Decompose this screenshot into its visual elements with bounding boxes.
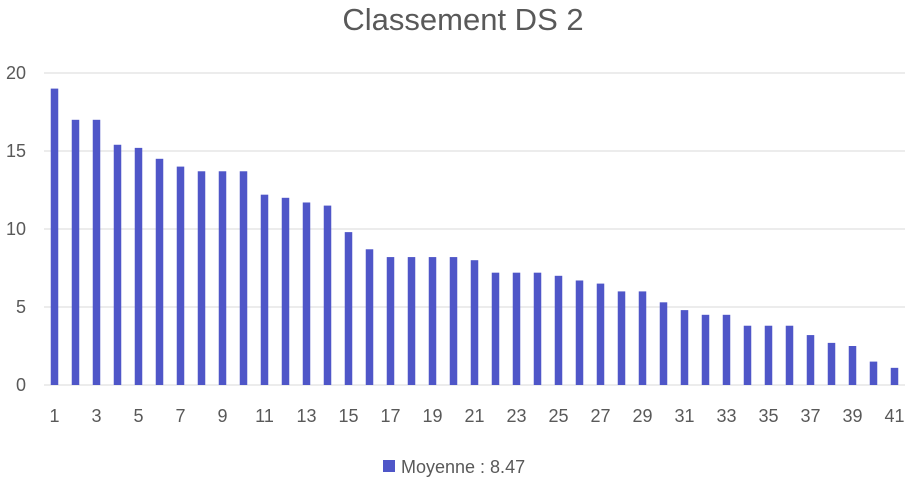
bar — [512, 272, 521, 385]
bar — [890, 367, 899, 385]
x-tick-label: 31 — [674, 406, 694, 426]
bar — [533, 272, 542, 385]
x-tick-label: 19 — [422, 406, 442, 426]
x-tick-label: 33 — [716, 406, 736, 426]
y-axis-ticks: 0 5 10 15 20 — [6, 63, 26, 395]
bar — [386, 257, 395, 385]
bar — [701, 314, 710, 385]
bar — [407, 257, 416, 385]
bar — [659, 302, 668, 385]
bar — [554, 275, 563, 385]
bar — [71, 119, 80, 386]
bar — [785, 325, 794, 385]
bar — [722, 314, 731, 385]
bar — [449, 257, 458, 385]
legend: Moyenne : 8.47 — [383, 457, 525, 477]
bar — [218, 171, 227, 385]
bars — [50, 88, 899, 386]
legend-swatch — [383, 460, 395, 472]
y-tick-label: 0 — [16, 375, 26, 395]
bar — [827, 342, 836, 385]
chart-title: Classement DS 2 — [342, 2, 583, 37]
y-tick-label: 15 — [6, 141, 26, 161]
bar — [281, 197, 290, 385]
x-axis-ticks: 1 3 5 7 9 11 13 15 17 19 21 23 25 27 29 31 33 35 37 39 41 — [49, 406, 904, 426]
x-tick-label: 21 — [464, 406, 484, 426]
x-tick-label: 37 — [800, 406, 820, 426]
x-tick-label: 29 — [632, 406, 652, 426]
x-tick-label: 3 — [91, 406, 101, 426]
x-tick-label: 15 — [338, 406, 358, 426]
bar — [134, 147, 143, 385]
bar — [764, 325, 773, 385]
y-tick-label: 5 — [16, 297, 26, 317]
bar — [92, 119, 101, 386]
bar — [848, 346, 857, 385]
bar — [638, 291, 647, 385]
gridlines — [44, 72, 905, 386]
x-tick-label: 13 — [296, 406, 316, 426]
x-tick-label: 9 — [217, 406, 227, 426]
bar — [176, 166, 185, 385]
x-tick-label: 7 — [175, 406, 185, 426]
bar — [470, 260, 479, 385]
bar — [197, 171, 206, 385]
bar — [365, 249, 374, 385]
bar — [239, 171, 248, 385]
bar — [113, 144, 122, 385]
x-tick-label: 1 — [49, 406, 59, 426]
x-tick-label: 25 — [548, 406, 568, 426]
bar — [323, 205, 332, 385]
bar — [617, 291, 626, 385]
bar — [743, 325, 752, 385]
bar — [155, 158, 164, 385]
bar — [806, 335, 815, 385]
y-tick-label: 20 — [6, 63, 26, 83]
bar — [344, 232, 353, 385]
y-tick-label: 10 — [6, 219, 26, 239]
bar — [680, 310, 689, 385]
x-tick-label: 23 — [506, 406, 526, 426]
bar — [596, 283, 605, 385]
x-tick-label: 17 — [380, 406, 400, 426]
bar — [491, 272, 500, 385]
x-tick-label: 5 — [133, 406, 143, 426]
x-tick-label: 41 — [884, 406, 904, 426]
x-tick-label: 11 — [255, 406, 274, 426]
bar — [428, 257, 437, 385]
x-tick-label: 39 — [842, 406, 862, 426]
bar — [50, 88, 59, 385]
bar — [302, 202, 311, 385]
x-tick-label: 35 — [758, 406, 778, 426]
bar — [869, 361, 878, 385]
bar — [575, 280, 584, 385]
x-tick-label: 27 — [590, 406, 610, 426]
bar — [260, 194, 269, 385]
legend-label: Moyenne : 8.47 — [401, 457, 525, 477]
